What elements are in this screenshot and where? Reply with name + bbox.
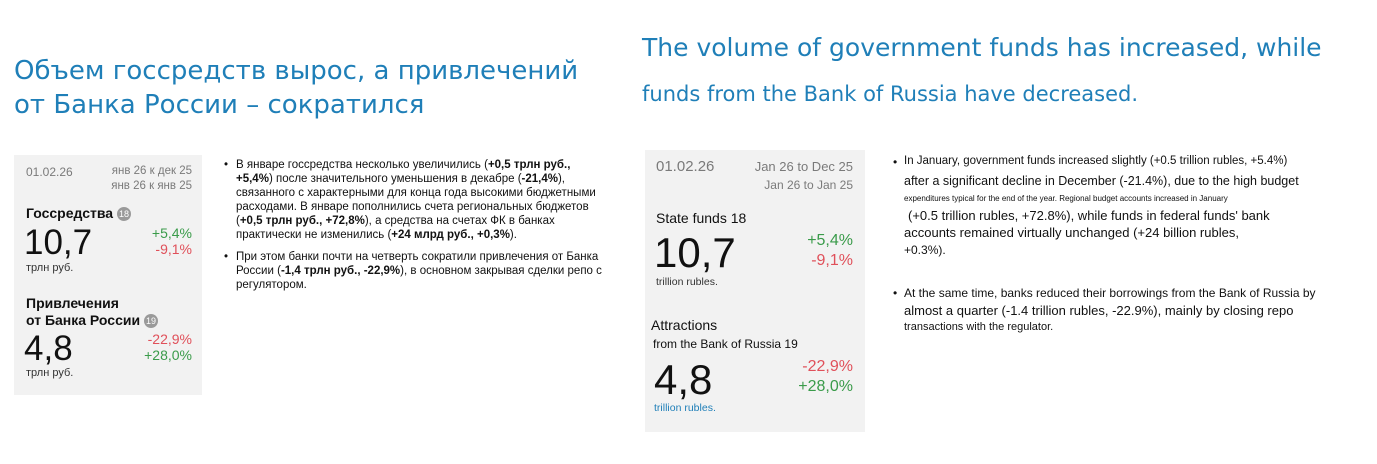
ru-metric1-change-month: +5,4% bbox=[151, 225, 192, 241]
ru-metric2-unit: трлн руб. bbox=[26, 367, 74, 379]
ru-metric1-value: 10,7 bbox=[24, 223, 93, 262]
ru-bullet-2: При этом банки почти на четверть сократи… bbox=[224, 250, 608, 292]
ru-card-date: 01.02.26 bbox=[26, 165, 73, 179]
en-b1-line2: after a significant decline in December … bbox=[904, 174, 1299, 188]
en-metric1-change-month: +5,4% bbox=[807, 232, 853, 249]
en-b2-line2: almost a quarter (-1.4 trillion rubles, … bbox=[904, 303, 1294, 318]
ru-card-col1: янв 26 к дек 25 bbox=[111, 165, 192, 177]
en-metric1-label: State funds 18 bbox=[656, 210, 747, 226]
ru-bullet-1: В январе госсредства несколько увеличили… bbox=[224, 158, 608, 242]
ru-title-line1: Объем госсредств вырос, а привлечений bbox=[14, 56, 579, 86]
ru-b1-text5: ). bbox=[509, 229, 517, 241]
ru-metric2-badge: 19 bbox=[143, 314, 158, 328]
ru-card-col2: янв 26 к янв 25 bbox=[111, 180, 192, 192]
en-b1-line4: (+0.5 trillion rubles, +72.8%), while fu… bbox=[908, 208, 1270, 223]
en-metric2-value: 4,8 bbox=[654, 356, 713, 403]
en-card-col2: Jan 26 to Jan 25 bbox=[764, 178, 853, 192]
ru-b2-value1: -1,4 трлн руб., -22,9% bbox=[280, 265, 401, 277]
ru-title-line2: от Банка России – сократился bbox=[14, 90, 425, 120]
en-bullet-1-marker: • bbox=[893, 155, 898, 169]
ru-b1-value1: +0,5 трлн руб., +5,4% bbox=[236, 159, 571, 185]
en-card-col1: Jan 26 to Dec 25 bbox=[754, 159, 853, 174]
ru-metrics-card: 01.02.26 янв 26 к дек 25 янв 26 к янв 25… bbox=[14, 155, 202, 395]
ru-metric1-unit: трлн руб. bbox=[26, 262, 74, 274]
en-b1-line6: +0.3%). bbox=[904, 243, 946, 257]
en-metric2-label-line2: from the Bank of Russia 19 bbox=[653, 337, 798, 351]
ru-metric1-label-text: Госсредства bbox=[26, 205, 114, 221]
ru-metric2-label-line1: Привлечения bbox=[26, 295, 119, 311]
ru-b1-text4: ), а средства на счетах ФК в банках прак… bbox=[236, 215, 555, 241]
en-b1-line1: In January, government funds increased s… bbox=[904, 155, 1288, 167]
ru-metric2-change-month: -22,9% bbox=[147, 331, 192, 347]
ru-bullet-list: В январе госсредства несколько увеличили… bbox=[224, 158, 608, 292]
ru-b2-text2: ), в основном закрывая сделки репо с рег… bbox=[236, 265, 602, 291]
ru-metric2-value: 4,8 bbox=[24, 329, 73, 368]
en-metric2-change-month: -22,9% bbox=[802, 358, 853, 375]
en-b1-line5: accounts remained virtually unchanged (+… bbox=[904, 225, 1239, 240]
ru-b1-value3: +0,5 трлн руб., +72,8% bbox=[239, 215, 365, 227]
ru-metric2-change-year: +28,0% bbox=[144, 347, 192, 363]
en-metric1-unit: trillion rubles. bbox=[656, 276, 718, 288]
ru-metric1-change-year: -9,1% bbox=[155, 241, 192, 257]
en-metrics-card: 01.02.26 Jan 26 to Dec 25 Jan 26 to Jan … bbox=[645, 150, 865, 432]
ru-metric1-badge: 18 bbox=[116, 207, 131, 221]
en-metric1-change-year: -9,1% bbox=[811, 252, 853, 269]
ru-b1-value4: +24 млрд руб., +0,3% bbox=[391, 229, 510, 241]
en-title-line2: funds from the Bank of Russia have decre… bbox=[642, 82, 1139, 106]
en-metric2-unit: trillion rubles. bbox=[654, 402, 716, 414]
en-metric2-label-line1: Attractions bbox=[651, 317, 718, 333]
ru-metric2-label-line2: от Банка России bbox=[26, 312, 141, 328]
en-bullet-2-marker: • bbox=[893, 286, 898, 300]
en-title-line1: The volume of government funds has incre… bbox=[642, 33, 1322, 62]
ru-metric1-label: Госсредства 18 bbox=[26, 205, 131, 221]
en-metric2-change-year: +28,0% bbox=[798, 378, 853, 395]
ru-metric2-label: Привлечения от Банка России 19 bbox=[26, 295, 158, 329]
ru-b1-text3: ), связанного с характерными для конца г… bbox=[236, 173, 596, 227]
ru-b1-text2: ) после значительного уменьшения в декаб… bbox=[268, 173, 522, 185]
en-b2-line1: At the same time, banks reduced their bo… bbox=[904, 286, 1316, 300]
en-b2-line3: transactions with the regulator. bbox=[904, 321, 1054, 333]
ru-b1-value2: -21,4% bbox=[521, 173, 558, 185]
ru-b1-text1: В январе госсредства несколько увеличили… bbox=[236, 159, 488, 171]
ru-b2-text1: При этом банки почти на четверть сократи… bbox=[236, 251, 599, 277]
ru-title: Объем госсредств вырос, а привлечений от… bbox=[14, 54, 578, 122]
en-metric1-value: 10,7 bbox=[654, 229, 736, 276]
en-card-date: 01.02.26 bbox=[656, 158, 715, 175]
en-b1-line3: expenditures typical for the end of the … bbox=[904, 194, 1228, 203]
